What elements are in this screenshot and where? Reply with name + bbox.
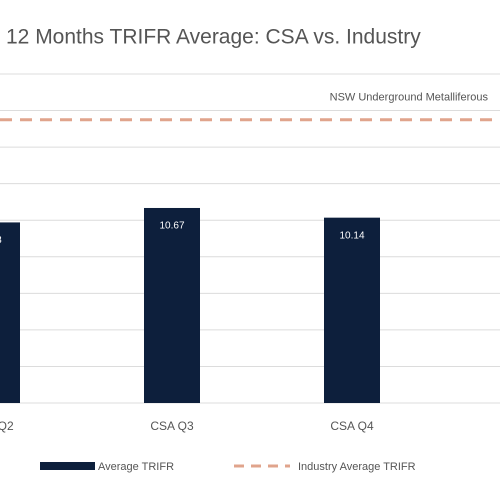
bar [0, 222, 20, 403]
legend-label: Average TRIFR [98, 461, 174, 473]
legend-label: Industry Average TRIFR [298, 461, 416, 473]
value-label: 9.88 [0, 235, 2, 246]
value-label: 10.67 [159, 221, 184, 232]
bar [144, 207, 200, 403]
bar [324, 217, 380, 403]
value-label: 10.14 [339, 230, 364, 241]
x-tick-label: CSA Q3 [150, 419, 194, 433]
x-tick-label: CSA Q2 [0, 419, 14, 433]
legend-swatch [40, 462, 95, 470]
chart-title: 12 Months TRIFR Average: CSA vs. Industr… [6, 26, 421, 49]
x-tick-label: CSA Q4 [330, 419, 374, 433]
reference-label: NSW Underground Metalliferous [330, 92, 489, 104]
